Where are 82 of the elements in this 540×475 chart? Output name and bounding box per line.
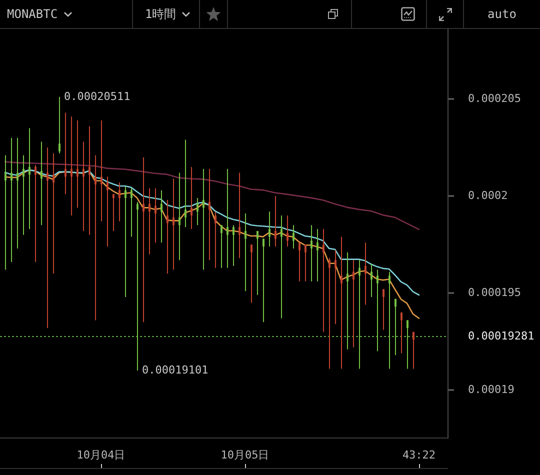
candlestick	[400, 312, 402, 354]
x-tick-label: 10月04日	[76, 448, 126, 462]
candlestick	[292, 224, 294, 249]
candlestick	[334, 250, 336, 325]
candlestick	[316, 228, 318, 282]
candlestick	[184, 139, 186, 228]
candlestick	[328, 258, 330, 370]
text: auto	[488, 7, 516, 21]
candlestick	[124, 186, 126, 298]
candlestick	[370, 263, 372, 298]
candlestick	[16, 137, 18, 249]
candlestick	[352, 260, 354, 348]
candlestick	[412, 331, 414, 370]
candlestick	[388, 271, 390, 370]
candlestick	[196, 197, 198, 226]
candlestick	[244, 213, 246, 292]
candlestick	[88, 126, 90, 236]
candlestick	[406, 320, 408, 370]
candlestick	[160, 190, 162, 244]
chart-title: MONABTC	[7, 7, 58, 21]
annotation: 0.00020511	[64, 90, 130, 103]
candlestick	[214, 211, 216, 268]
candlestick	[106, 176, 108, 247]
annotation: 0.00019101	[142, 363, 208, 376]
candlestick	[76, 120, 78, 208]
candlestick	[280, 214, 282, 319]
candlestick	[358, 260, 360, 370]
candlestick	[322, 228, 324, 332]
candlestick	[136, 201, 138, 371]
candlestick	[154, 188, 156, 244]
candlestick	[220, 224, 222, 268]
candlestick	[190, 166, 192, 230]
candlestick	[148, 188, 150, 255]
text: 1時間	[145, 6, 176, 22]
candlestick	[70, 116, 72, 216]
y-tick-label: 0.00019	[468, 382, 514, 396]
candlestick	[94, 154, 96, 321]
candlestick	[286, 214, 288, 247]
candlestick	[178, 172, 180, 261]
candlestick	[256, 230, 258, 296]
candlestick	[112, 194, 114, 232]
candlestick	[82, 141, 84, 232]
candlestick	[130, 188, 132, 238]
candlestick	[118, 182, 120, 222]
candlestick	[172, 178, 174, 270]
candlestick	[40, 141, 42, 226]
candlestick	[226, 168, 228, 268]
candlestick	[262, 238, 264, 323]
candlestick	[304, 244, 306, 282]
ref-line-label: 0.00019281	[468, 329, 534, 342]
candlestick	[232, 224, 234, 266]
candlestick	[382, 288, 384, 330]
candlestick	[64, 112, 66, 195]
x-tick-label: 43:22	[402, 448, 436, 462]
candlestick	[238, 172, 240, 259]
candlestick	[166, 199, 168, 274]
candlestick	[28, 128, 30, 230]
candlestick	[52, 152, 54, 274]
candlestick	[394, 298, 396, 356]
candlestick	[58, 96, 60, 154]
candlestick	[22, 154, 24, 236]
candlestick	[34, 164, 36, 263]
candlestick	[340, 236, 342, 370]
candlestick	[250, 244, 252, 304]
candlestick	[46, 147, 48, 328]
candlestick	[376, 269, 378, 352]
x-tick-label: 10月05日	[220, 448, 270, 462]
candlestick	[268, 211, 270, 247]
candlestick	[346, 252, 348, 350]
candlestick	[364, 242, 366, 306]
candlestick	[202, 168, 204, 270]
candlestick	[310, 224, 312, 282]
candlestick	[142, 156, 144, 323]
y-tick-label: 0.000195	[468, 286, 521, 299]
y-tick-label: 0.0002	[468, 188, 508, 202]
candlestick	[4, 154, 6, 270]
candlestick	[208, 168, 210, 261]
candlestick	[100, 120, 102, 222]
y-tick-label: 0.000205	[468, 92, 521, 105]
candlestick	[274, 196, 276, 247]
candlestick	[10, 137, 12, 263]
candlestick	[298, 242, 300, 282]
